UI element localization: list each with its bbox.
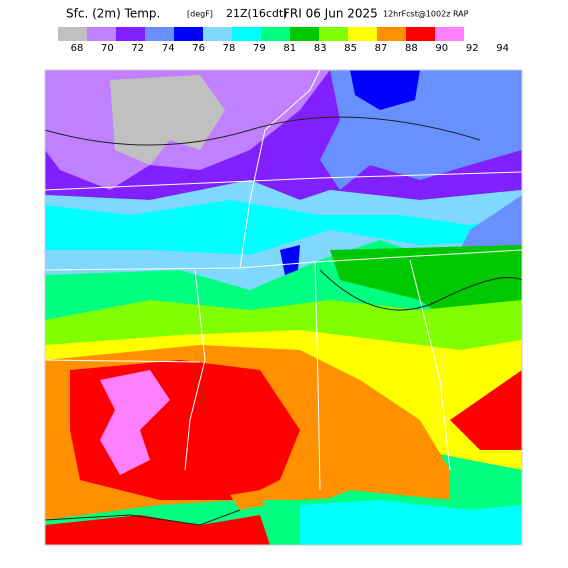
temperature-region (45, 200, 522, 255)
legend-swatch (87, 27, 116, 41)
legend-swatch (377, 27, 406, 41)
state-line (44, 171, 523, 191)
legend-swatch (145, 27, 174, 41)
county-contour (44, 116, 481, 146)
legend-label: 88 (405, 43, 418, 54)
legend-label: 85 (344, 43, 357, 54)
legend-label: 68 (71, 43, 84, 54)
title-units: [degF] (187, 10, 213, 19)
legend-label: 76 (192, 43, 205, 54)
boundaries (44, 69, 523, 526)
title-main: Sfc. (2m) Temp. (66, 7, 160, 21)
coast-contour (44, 509, 241, 526)
river-line (239, 69, 321, 269)
legend-swatch (261, 27, 290, 41)
legend-swatch (435, 27, 464, 41)
temperature-region (450, 370, 522, 450)
temperature-region (280, 245, 300, 275)
title-date: FRI 06 Jun 2025 (283, 7, 378, 21)
legend-swatch (203, 27, 232, 41)
legend-label: 83 (314, 43, 327, 54)
legend-swatch (232, 27, 261, 41)
state-line (409, 259, 451, 471)
temperature-region (230, 490, 265, 510)
legend-label: 81 (283, 43, 296, 54)
legend-label: 94 (496, 43, 509, 54)
legend-swatch (406, 27, 435, 41)
temperature-region (45, 515, 270, 545)
temperature-region (110, 75, 225, 165)
legend-label: 74 (162, 43, 175, 54)
legend-swatch (116, 27, 145, 41)
temperature-map (45, 70, 522, 545)
legend-swatch (174, 27, 203, 41)
legend-label: 72 (131, 43, 144, 54)
color-legend: 68 70 72 74 76 78 79 81 83 85 87 88 90 92 94 (58, 27, 509, 54)
temperature-region (100, 370, 170, 475)
state-line (44, 359, 201, 363)
legend-label: 79 (253, 43, 266, 54)
title-time: 21Z(16cdt) (226, 7, 287, 20)
title-model: 12hrFcst@1002z RAP (383, 10, 469, 19)
state-line (314, 261, 321, 491)
temperature-region (460, 195, 522, 260)
state-line (184, 269, 206, 471)
legend-label: 92 (466, 43, 479, 54)
legend-swatch (319, 27, 348, 41)
legend-label: 87 (375, 43, 388, 54)
legend-label: 78 (223, 43, 236, 54)
legend-swatch (348, 27, 377, 41)
map-frame (44, 69, 523, 546)
temperature-region (350, 70, 420, 110)
contour (319, 269, 523, 311)
legend-swatch (290, 27, 319, 41)
legend-swatch (58, 27, 87, 41)
legend-label: 90 (435, 43, 448, 54)
temperature-region (300, 500, 522, 545)
legend-label: 70 (101, 43, 114, 54)
state-line (44, 249, 523, 271)
